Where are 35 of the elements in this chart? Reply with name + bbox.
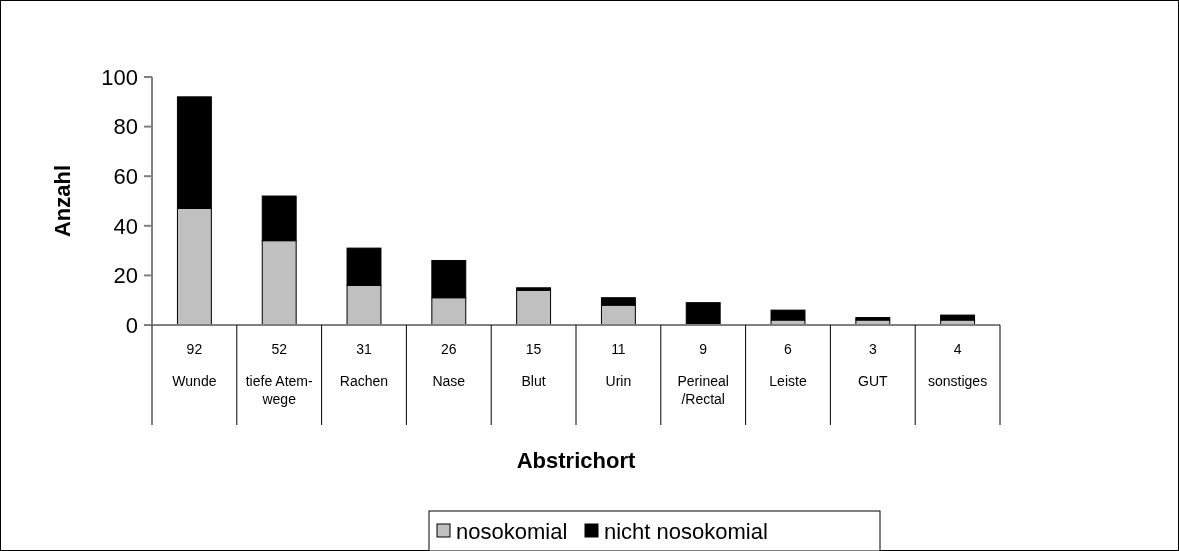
y-tick-label: 80: [113, 114, 138, 140]
x-tick-label: Rachen: [339, 373, 389, 389]
y-tick-label: 100: [101, 64, 138, 90]
total-label: 3: [868, 341, 877, 357]
total-label: 15: [525, 341, 542, 357]
total-label: 11: [611, 341, 626, 357]
total-label: 31: [356, 341, 372, 357]
total-label: 9: [699, 341, 708, 357]
bar: [516, 289, 552, 326]
x-tick-label: tiefe Atem- wege: [245, 373, 313, 407]
total-label: 92: [186, 341, 203, 357]
total-label: 26: [441, 341, 457, 357]
x-tick-label: Urin: [605, 373, 632, 389]
total-label: 52: [271, 341, 288, 357]
x-tick-label: Wunde: [172, 373, 217, 389]
y-axis-title: Anzahl: [50, 164, 75, 238]
legend-label: nosokomial: [456, 518, 568, 544]
bar: [855, 317, 891, 321]
x-axis-title: Abstrichort: [516, 448, 636, 473]
total-label: 4: [953, 341, 962, 357]
y-tick-label: 20: [113, 263, 138, 289]
x-tick-label: Blut: [521, 373, 546, 389]
total-label: 6: [784, 341, 793, 357]
y-tick-label: 0: [125, 312, 138, 338]
y-tick-label: 40: [113, 213, 138, 239]
bar: [685, 302, 721, 326]
x-tick-label: Nase: [432, 373, 466, 389]
bar: [940, 314, 976, 321]
legend-label: nicht nosokomial: [604, 518, 768, 544]
x-tick-label: sonstiges: [928, 373, 988, 389]
bar: [770, 309, 806, 321]
x-tick-label: Leiste: [769, 373, 807, 389]
x-tick-label: GUT: [858, 373, 889, 389]
x-tick-label: Perineal /Rectal: [677, 373, 729, 407]
y-tick-label: 60: [113, 163, 138, 189]
